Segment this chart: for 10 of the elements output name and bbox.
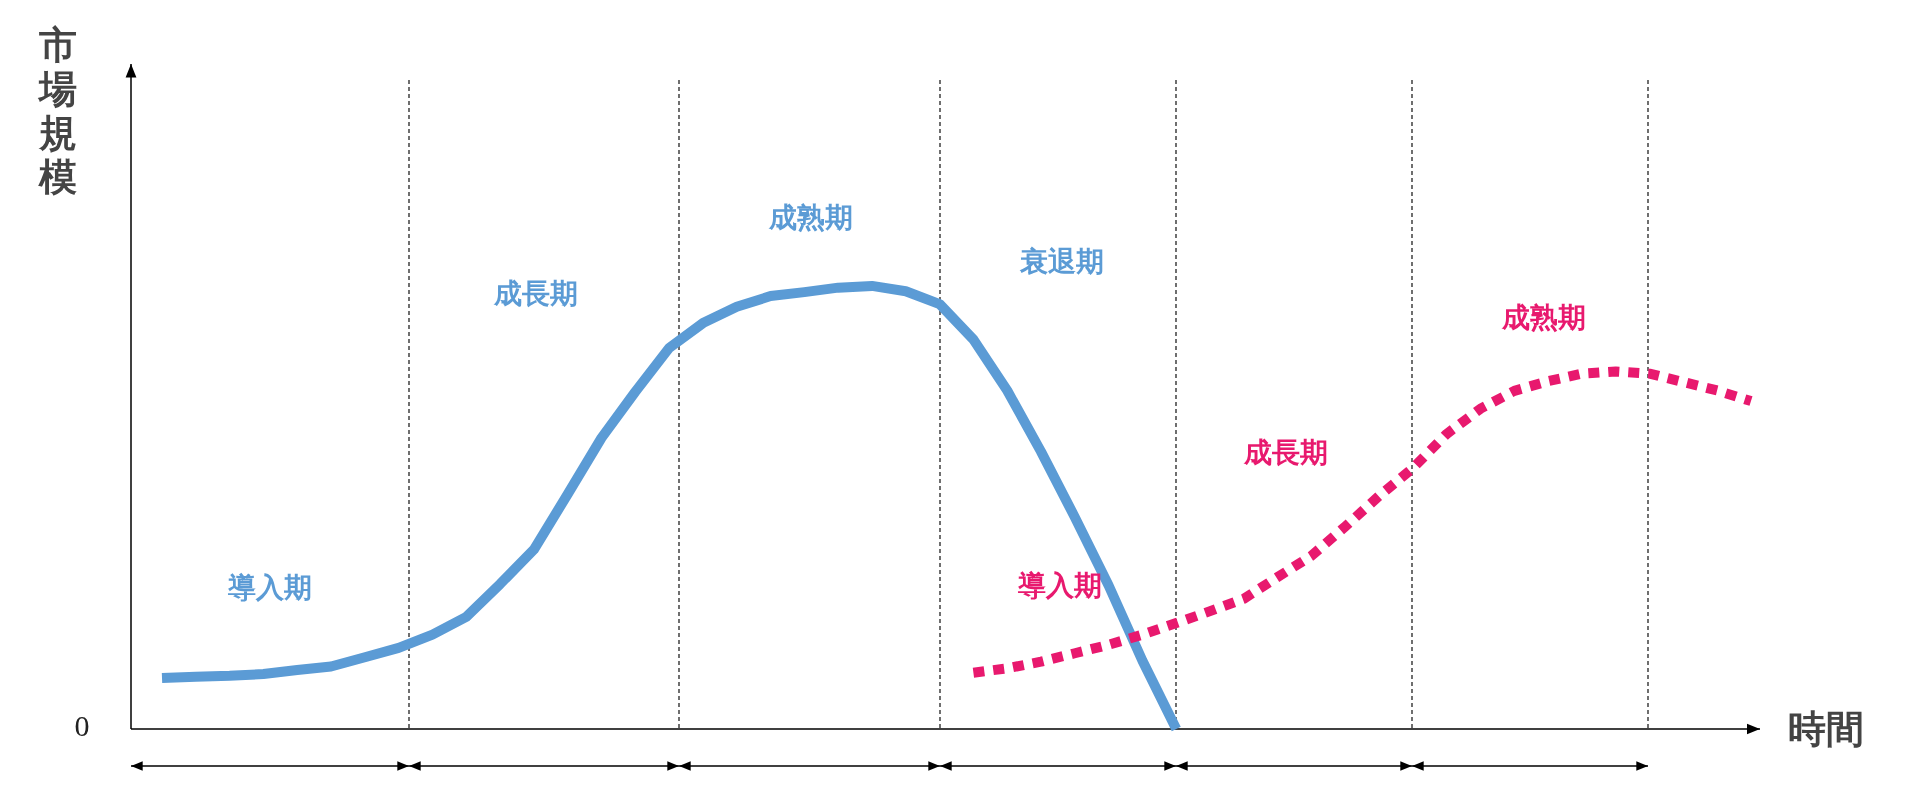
annotation: 導入期 [227, 571, 312, 604]
annotation: 成長期 [493, 277, 578, 310]
text: 衰退期 [1019, 245, 1104, 278]
annotation: 成長期 [1243, 436, 1328, 469]
annotation: 成熟期 [1501, 301, 1586, 334]
text: 0 [74, 708, 90, 742]
y-axis-title: 市場規模 [37, 23, 77, 199]
text: 成熟期 [768, 201, 853, 234]
annotation: 導入期 [1017, 569, 1102, 602]
x-axis-title: 時間 [1788, 707, 1864, 751]
